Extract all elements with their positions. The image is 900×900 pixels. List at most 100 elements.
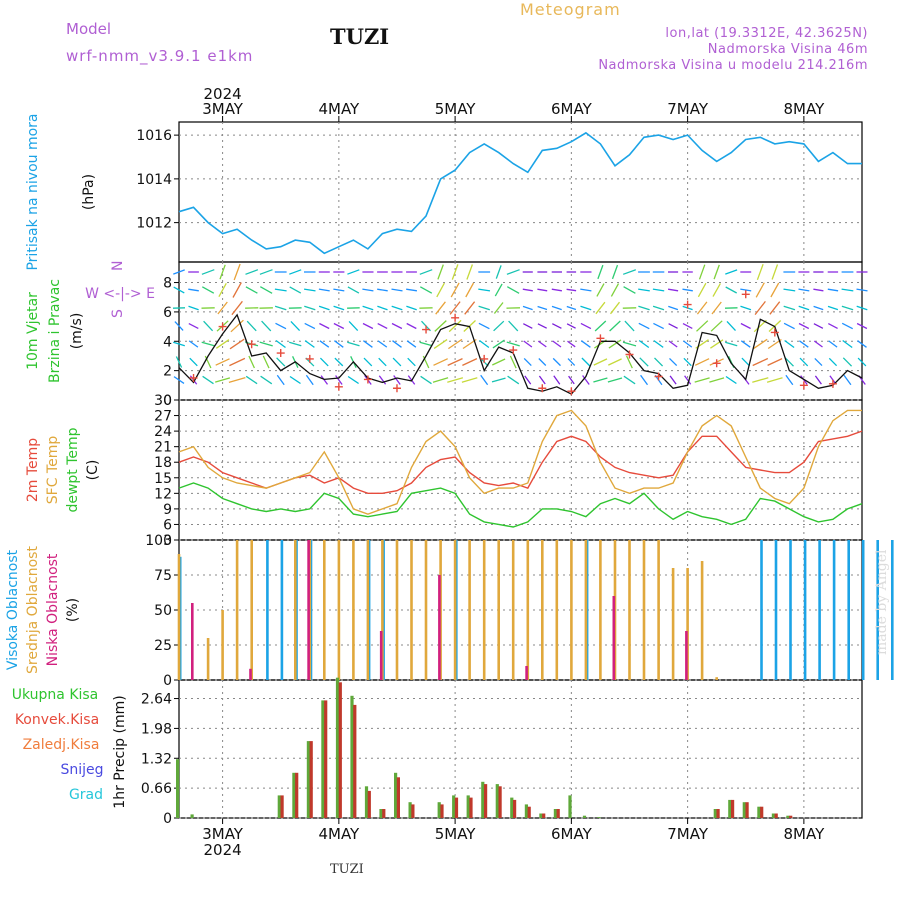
model-name: wrf-nmm_v3.9.1 e1km (66, 47, 254, 65)
precip-bar (335, 677, 340, 818)
cloud-bar (250, 540, 253, 680)
wind-arrow (553, 375, 561, 385)
wind-gust-marker (828, 379, 837, 388)
cloud-bar (715, 677, 718, 680)
wind-arrow (783, 288, 796, 292)
wind-arrow (593, 377, 608, 383)
wind-arrow (466, 264, 474, 280)
wind-arrow (857, 357, 867, 367)
wind-arrow (201, 286, 215, 294)
wind-arrow (189, 357, 198, 367)
wind-arrow (203, 320, 214, 332)
wind-arrow (363, 357, 373, 367)
wind-arrow (348, 320, 359, 332)
wind-arrow (219, 264, 226, 280)
model-label: Model (66, 20, 112, 38)
y-tick-label: 18 (154, 455, 172, 471)
wind-gust-marker (596, 334, 605, 343)
wind-arrow (377, 288, 388, 292)
wind-arrow (753, 319, 767, 333)
wind-arrow (551, 288, 563, 292)
precip-legend-item: Ukupna Kisa (12, 687, 99, 703)
wind-arrow (770, 282, 780, 298)
date-label-bottom: 5MAY (435, 825, 477, 843)
cloud-axis-label: (%) (65, 598, 81, 622)
date-label-top: 7MAY (667, 100, 709, 118)
cloud-bar (438, 575, 441, 680)
wind-arrow (362, 288, 374, 292)
wind-gust-marker (509, 346, 518, 355)
cloud-bar (366, 540, 370, 680)
wind-arrow (215, 377, 231, 383)
temp-axis-label: 2m Temp (25, 438, 41, 502)
wind-arrow (347, 269, 360, 275)
wind-arrow (289, 375, 301, 385)
wind-arrow (798, 322, 810, 330)
precip-bar (411, 804, 415, 818)
precip-bar (452, 795, 456, 818)
cloud-bar (235, 540, 239, 680)
wind-arrow (478, 305, 490, 311)
y-tick-label: 2.64 (141, 692, 172, 708)
cloud-bar (191, 603, 194, 680)
wind-arrow (260, 375, 273, 385)
wind-arrow (522, 288, 533, 292)
wind-arrow (842, 357, 853, 367)
date-label-bottom: 6MAY (551, 825, 593, 843)
station-title: TUZI (330, 24, 390, 49)
wind-arrow (537, 305, 548, 311)
wind-arrow (289, 286, 302, 294)
wind-arrow (406, 322, 417, 330)
y-tick-label: 2 (163, 364, 172, 380)
wind-arrow (448, 338, 463, 350)
precip-bar (280, 795, 284, 818)
wind-gust-marker (189, 373, 198, 382)
cloud-bar (774, 540, 778, 680)
y-tick-label: 1014 (136, 172, 172, 188)
wind-arrow (652, 288, 665, 292)
precip-bar (556, 809, 560, 818)
wind-arrow (233, 263, 241, 281)
y-tick-label: 100 (145, 533, 172, 549)
date-label-bottom: 4MAY (318, 825, 360, 843)
cloud-bar (525, 666, 528, 680)
wind-arrow (506, 269, 520, 275)
date-label-top: 6MAY (551, 100, 593, 118)
wind-arrow (798, 288, 810, 292)
wind-arrow (492, 339, 505, 349)
wind-arrow (174, 321, 184, 331)
wind-arrow (318, 288, 330, 292)
cloud-bar (570, 540, 573, 680)
wind-arrow (843, 374, 852, 386)
wind-arrow (218, 282, 227, 298)
wind-arrow (506, 286, 520, 294)
wind-arrow (610, 283, 620, 297)
wind-arrow (597, 264, 604, 280)
wind-arrow (289, 269, 302, 275)
wind-arrow (653, 340, 664, 348)
wind-arrow (654, 357, 664, 367)
precip-bar (350, 695, 354, 818)
wind-arrow (710, 339, 724, 349)
y-tick-label: 1016 (136, 128, 172, 144)
wind-arrow (828, 340, 838, 348)
precip-legend-item: Konvek.Kisa (15, 712, 99, 728)
cloud-bar (818, 540, 821, 680)
wind-arrow (419, 286, 433, 294)
wind-arrow (694, 377, 710, 383)
precip-bar (731, 799, 735, 818)
wind-arrow (740, 288, 752, 292)
y-tick-label: 4 (163, 334, 172, 350)
wind-arrow (567, 340, 576, 348)
wind-arrow (391, 322, 403, 330)
wind-arrow (378, 357, 387, 367)
wind-arrow (377, 305, 388, 311)
wind-arrow (842, 339, 853, 349)
temp-line-2 (178, 482, 863, 528)
precip-bar (176, 759, 180, 818)
wind-gust-marker (451, 313, 460, 322)
watermark: made by Angel (874, 549, 890, 655)
wind-arrow (623, 286, 636, 294)
cloud-bar (642, 540, 646, 680)
wind-arrow (202, 375, 214, 385)
